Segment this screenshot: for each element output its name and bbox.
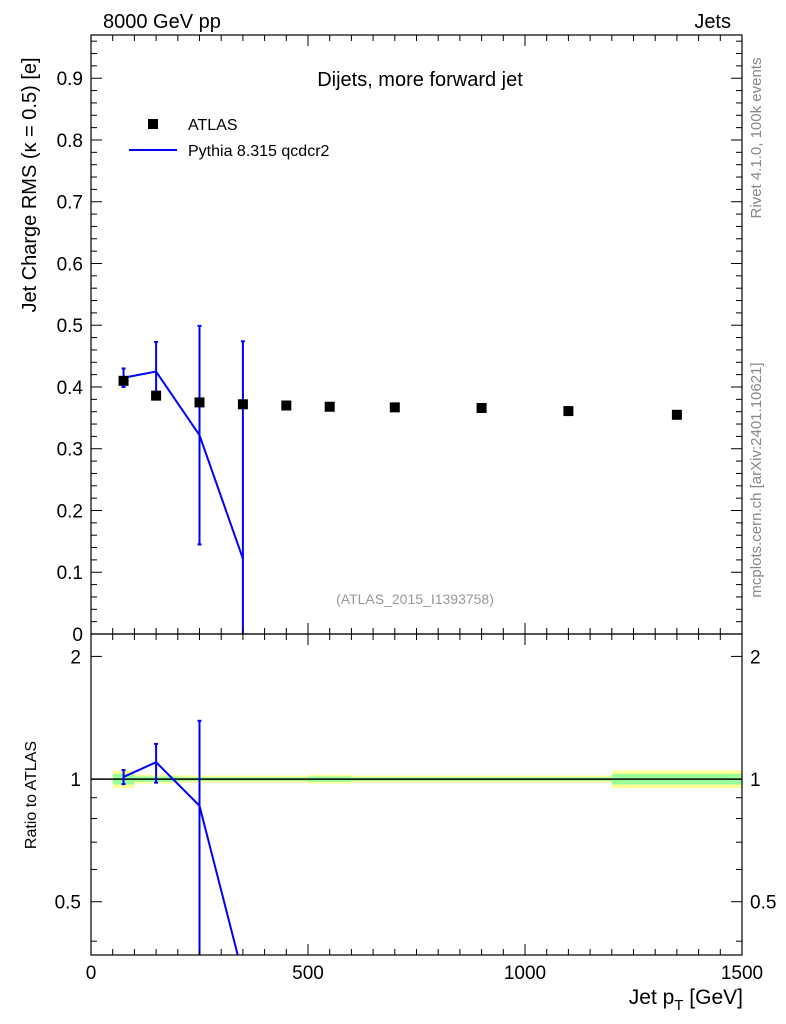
y-tick-label: 0 bbox=[72, 625, 83, 646]
header-left: 8000 GeV pp bbox=[103, 11, 221, 33]
ratio-y-tick-label-right: 1 bbox=[750, 770, 761, 791]
y-tick-label: 0.1 bbox=[57, 563, 83, 584]
x-tick-label: 0 bbox=[86, 963, 97, 984]
legend-label-atlas: ATLAS bbox=[188, 117, 238, 134]
y-tick-label: 0.6 bbox=[57, 254, 83, 275]
ratio-panel: 0.5 0.5 1 1 2 2 0 500 1000 1500 bbox=[55, 633, 776, 984]
y-tick-label: 0.2 bbox=[57, 501, 83, 522]
y-tick-label: 0.8 bbox=[57, 131, 83, 152]
x-tick-label: 500 bbox=[292, 963, 324, 984]
ratio-pythia-line bbox=[123, 761, 239, 956]
atlas-data-point bbox=[476, 402, 487, 413]
legend-marker-atlas bbox=[148, 119, 158, 129]
y-axis-label-main: Jet Charge RMS (κ = 0.5) [e] bbox=[19, 57, 41, 312]
ratio-y-tick-label-right: 0.5 bbox=[750, 893, 776, 914]
ratio-y-tick-label-left: 1 bbox=[70, 770, 81, 791]
pythia-line bbox=[123, 370, 244, 559]
legend: ATLAS Pythia 8.315 qcdcr2 bbox=[129, 117, 330, 160]
atlas-data-point bbox=[194, 397, 205, 408]
atlas-data-point bbox=[671, 409, 682, 420]
ratio-y-tick-label-right: 2 bbox=[750, 647, 761, 668]
atlas-data-point bbox=[237, 399, 248, 410]
analysis-watermark: (ATLAS_2015_I1393758) bbox=[336, 591, 494, 607]
x-tick-label: 1000 bbox=[504, 963, 546, 984]
legend-label-pythia: Pythia 8.315 qcdcr2 bbox=[188, 143, 330, 160]
y-tick-label: 0.4 bbox=[57, 378, 84, 399]
y-tick-label: 0.5 bbox=[57, 316, 83, 337]
x-tick-label: 1500 bbox=[721, 963, 763, 984]
header-right: Jets bbox=[694, 11, 731, 33]
y-tick-label: 0.9 bbox=[57, 69, 83, 90]
atlas-data-point bbox=[324, 401, 335, 412]
atlas-data-point bbox=[281, 400, 292, 411]
atlas-data-point bbox=[151, 390, 162, 401]
atlas-data-point bbox=[118, 375, 129, 386]
y-tick-label: 0.7 bbox=[57, 193, 83, 214]
atlas-data-point bbox=[389, 402, 400, 413]
rivet-label: Rivet 4.1.0, 100k events bbox=[748, 58, 765, 219]
atlas-data-point bbox=[563, 406, 574, 417]
chart-title: Dijets, more forward jet bbox=[317, 69, 523, 91]
y-tick-label: 0.3 bbox=[57, 440, 83, 461]
ratio-y-tick-label-left: 0.5 bbox=[55, 893, 81, 914]
x-axis-label: Jet pT [GeV] bbox=[629, 986, 743, 1014]
mcplots-label: mcplots.cern.ch [arXiv:2401.10621] bbox=[748, 362, 765, 597]
ratio-y-tick-label-left: 2 bbox=[70, 647, 81, 668]
main-panel: 0 0.1 0.2 0.3 0.4 0.5 0.6 0.7 0.8 0.9 bbox=[57, 34, 743, 646]
y-axis-label-ratio: Ratio to ATLAS bbox=[23, 741, 40, 849]
